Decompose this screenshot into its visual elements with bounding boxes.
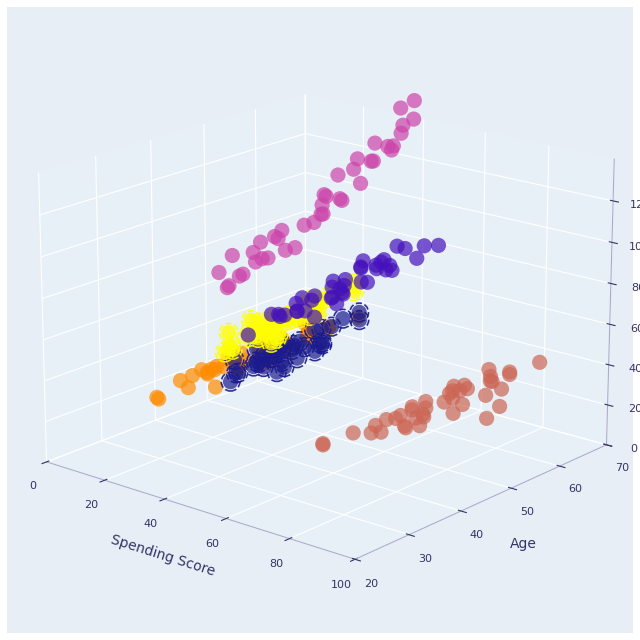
Y-axis label: Age: Age bbox=[510, 537, 537, 551]
X-axis label: Spending Score: Spending Score bbox=[109, 533, 217, 579]
